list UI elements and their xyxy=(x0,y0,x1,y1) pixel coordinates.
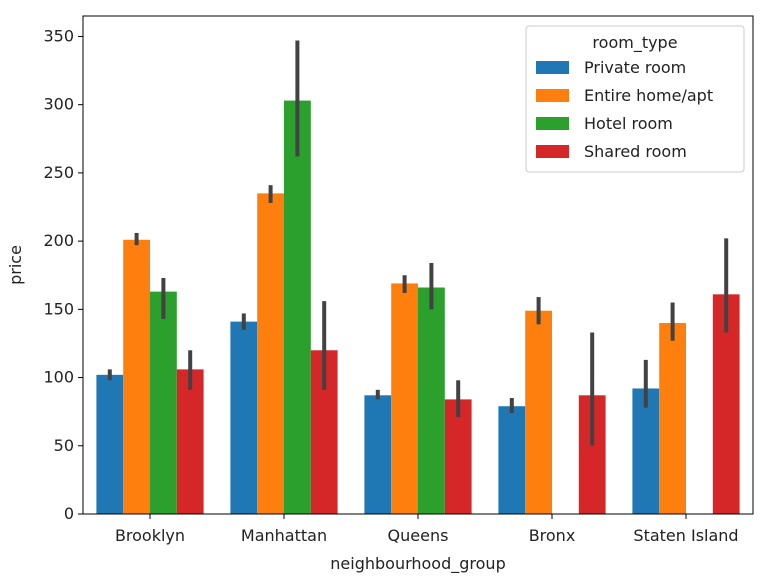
legend-title: room_type xyxy=(592,33,677,53)
y-tick-label: 0 xyxy=(64,504,74,523)
x-tick-label: Queens xyxy=(388,526,449,545)
plot-frame xyxy=(82,15,754,515)
y-axis: 0 50 100 150 200 250 300 350 xyxy=(43,26,83,523)
bar xyxy=(123,239,150,514)
bar xyxy=(418,287,445,514)
y-tick-label: 100 xyxy=(43,368,74,387)
y-tick-label: 350 xyxy=(43,26,74,45)
x-tick-label: Brooklyn xyxy=(115,526,185,545)
legend-swatch xyxy=(536,61,569,74)
bar xyxy=(391,283,418,514)
x-tick-label: Staten Island xyxy=(633,526,738,545)
legend-label: Hotel room xyxy=(584,114,673,133)
error-bars-layer xyxy=(107,40,729,446)
y-tick-label: 200 xyxy=(43,231,74,250)
bar xyxy=(176,369,204,514)
bar xyxy=(257,193,284,514)
y-axis-label: price xyxy=(6,245,25,285)
bar xyxy=(150,291,177,514)
y-tick-label: 300 xyxy=(43,95,74,114)
bar xyxy=(498,406,526,514)
y-tick-label: 50 xyxy=(54,436,74,455)
x-tick-label: Manhattan xyxy=(241,526,327,545)
legend-label: Shared room xyxy=(584,142,687,161)
bars-layer xyxy=(96,100,740,514)
bar xyxy=(230,321,258,514)
bar xyxy=(659,322,686,514)
x-tick-label: Bronx xyxy=(529,526,576,545)
y-tick-label: 150 xyxy=(43,299,74,318)
legend-label: Entire home/apt xyxy=(584,86,713,105)
legend-swatch xyxy=(536,145,569,158)
bar xyxy=(632,388,660,514)
legend-frame xyxy=(525,25,745,173)
x-axis-label: neighbourhood_group xyxy=(330,554,505,574)
bar xyxy=(284,100,311,514)
bar xyxy=(364,395,392,514)
legend-label: Private room xyxy=(584,58,686,77)
legend-swatch xyxy=(536,117,569,130)
legend: room_type Private room Entire home/apt Hot… xyxy=(525,25,745,173)
legend-swatch xyxy=(536,89,569,102)
bar xyxy=(525,310,552,514)
y-tick-label: 250 xyxy=(43,163,74,182)
bar xyxy=(444,399,472,514)
x-axis: Brooklyn Manhattan Queens Bronx Staten Islan… xyxy=(115,514,739,545)
bar xyxy=(96,374,124,514)
